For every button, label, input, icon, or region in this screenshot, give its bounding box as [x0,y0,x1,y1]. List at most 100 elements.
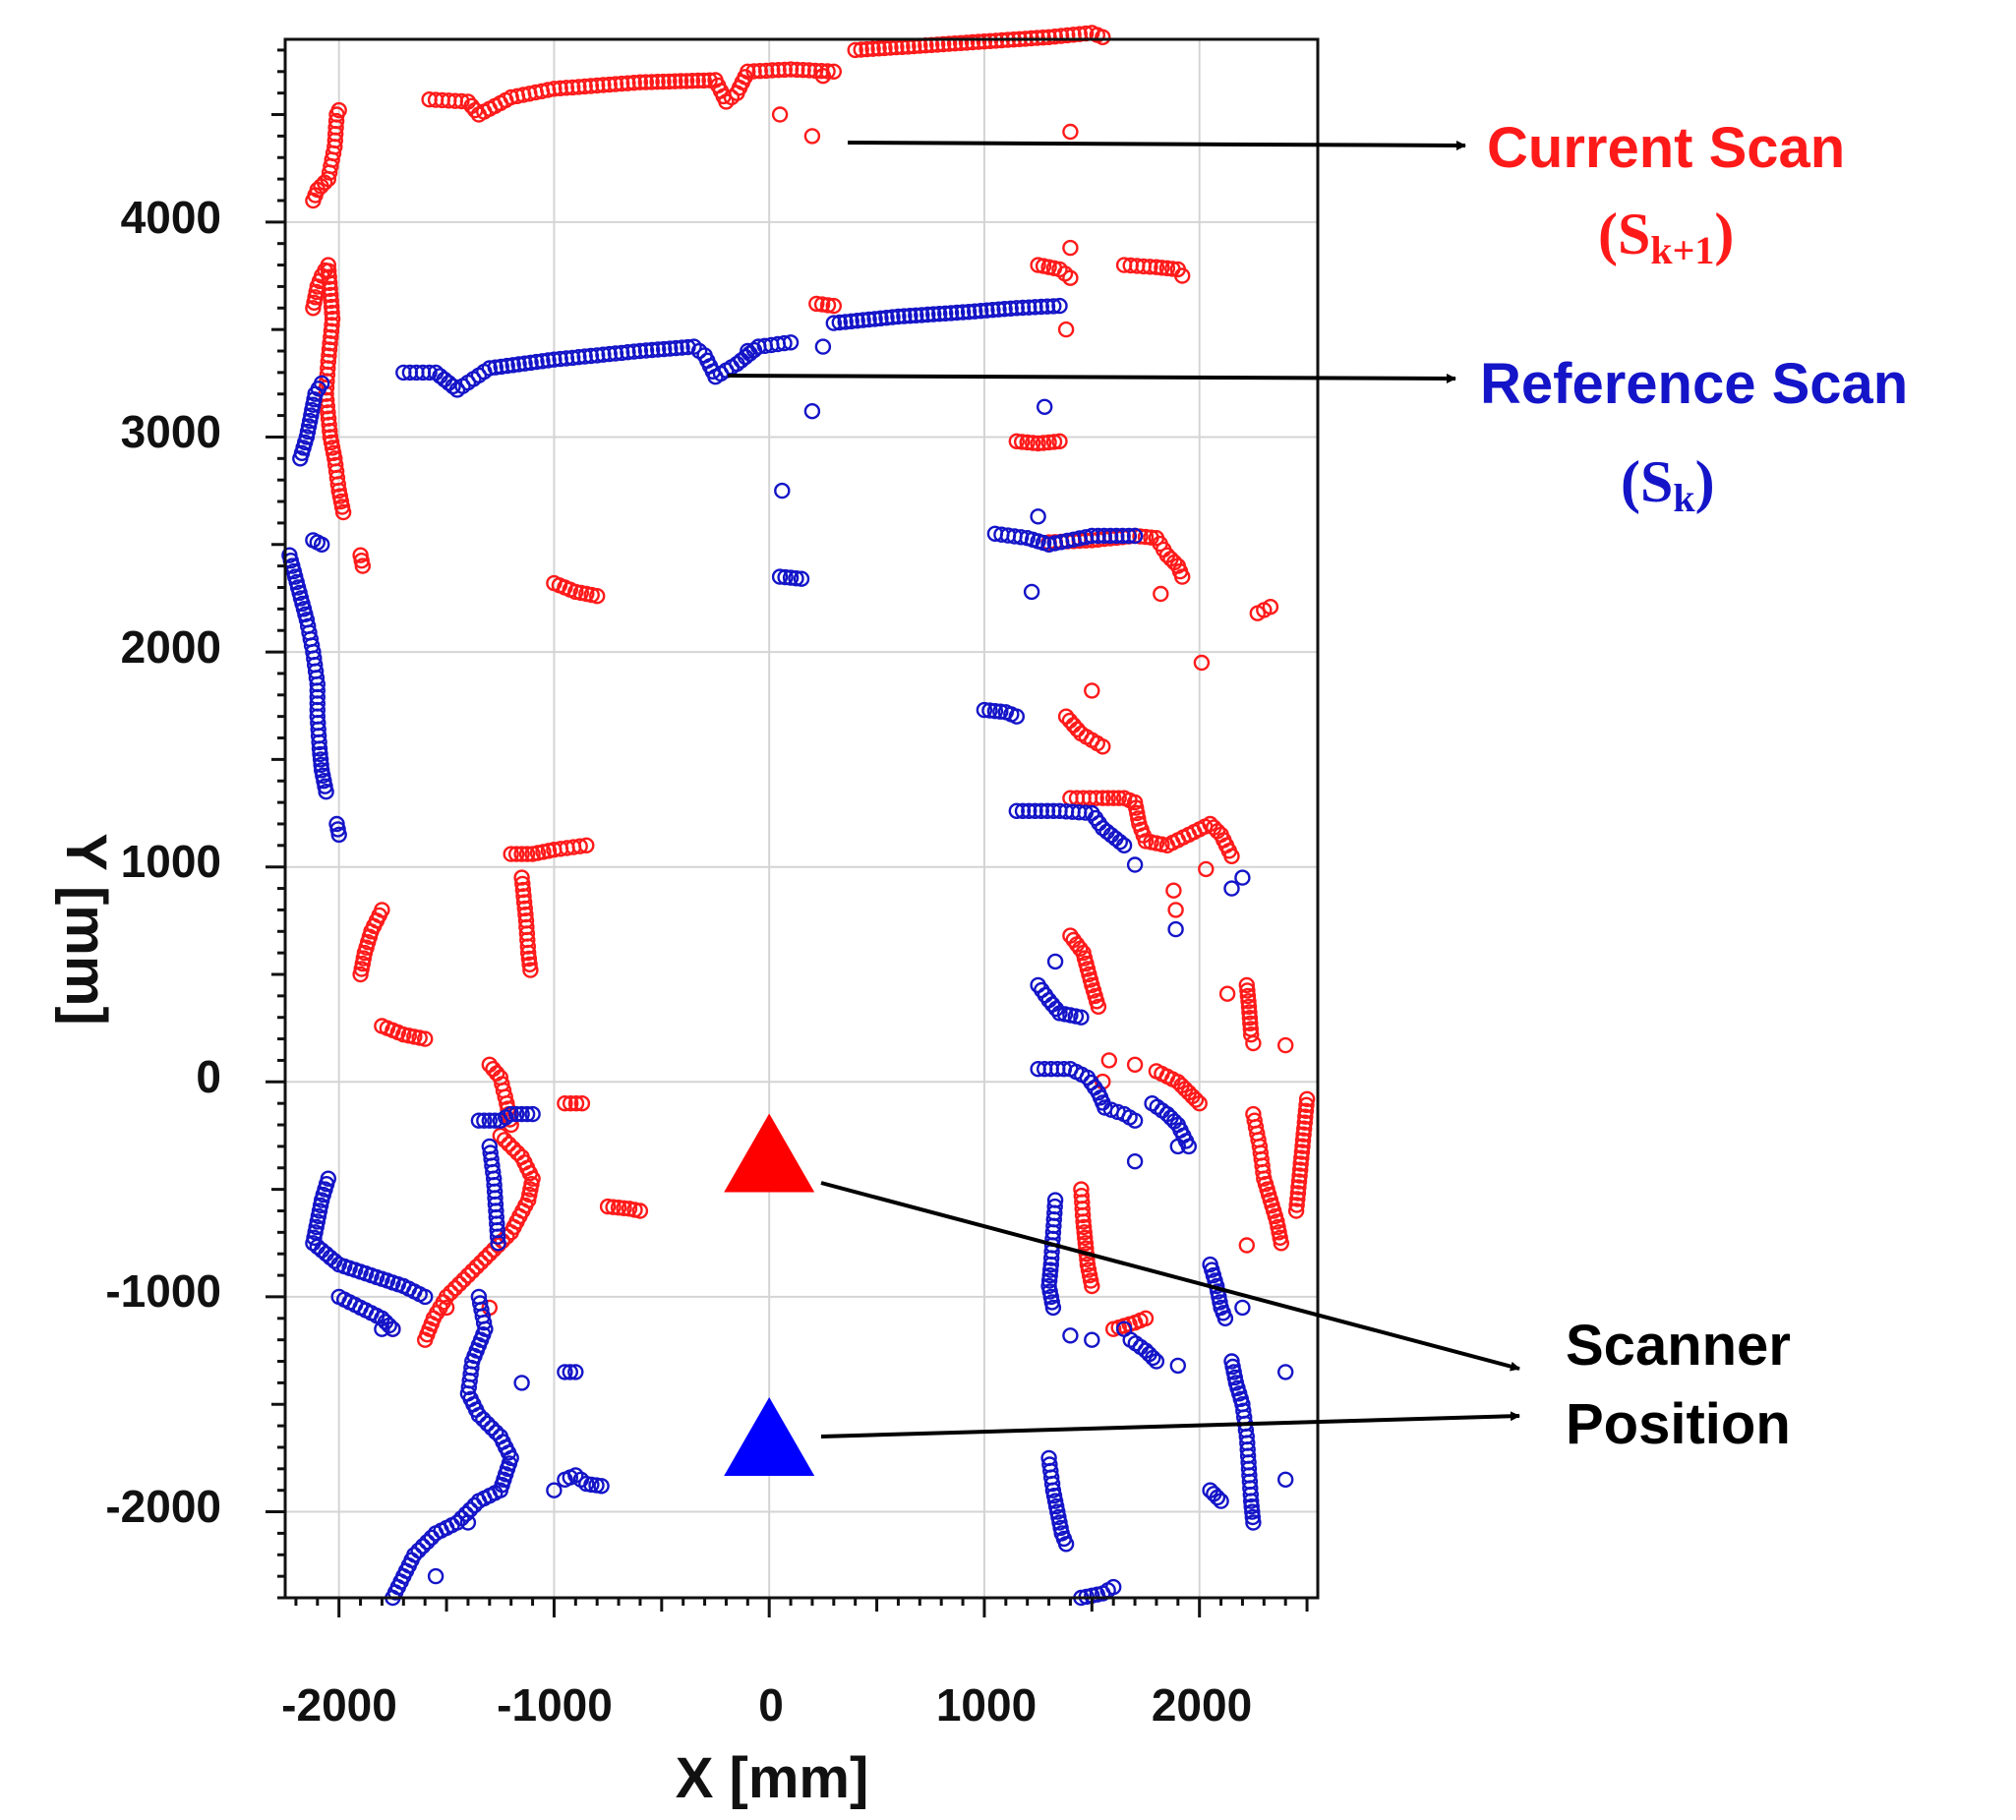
reference-scan-point [1120,527,1138,545]
current-scan-point [964,33,981,51]
reference-scan-point [312,751,329,768]
reference-scan-point [595,346,612,363]
current-scan-point [620,75,636,91]
current-scan-point [1245,1034,1262,1052]
reference-scan-point [1242,1486,1260,1503]
reference-scan-point [1030,508,1046,525]
reference-scan-point [1021,802,1038,819]
current-scan-point [1298,1096,1315,1114]
current-scan-symbol: (Sk+1) [1598,202,1734,272]
reference-scan-point [459,1514,477,1531]
current-scan-point [513,869,530,886]
current-scan-point [667,73,683,89]
current-scan-point [320,404,336,421]
current-scan-point [1273,1235,1290,1252]
reference-scan-point [814,338,832,355]
reference-scan-point [470,1406,488,1424]
current-scan-point [438,1299,455,1317]
current-scan-point [776,61,793,79]
current-scan-point [1238,976,1256,994]
current-scan-point [1290,1173,1308,1190]
reference-scan-point [1104,1578,1122,1596]
current-scan-point [771,106,789,123]
current-scan-point [563,1094,579,1112]
reference-scan-point [1244,1508,1262,1526]
reference-scan-point [1008,300,1026,317]
current-scan-point [940,35,958,52]
reference-scan-point [1169,1138,1187,1155]
reference-scan-point [445,378,461,395]
current-scan-point [859,40,875,58]
current-scan-point [567,1094,585,1112]
current-scan-point [1287,1203,1305,1219]
annotation-scanner-position: Scanner Position [1566,1314,1791,1456]
reference-scan-point [311,734,327,751]
current-scan-point [1148,259,1165,275]
reference-scan-point [1111,834,1129,851]
reference-scan-point [1038,298,1056,315]
reference-scan-point [1062,1327,1079,1344]
current-scan-point [825,297,842,315]
reference-scan-point [528,353,545,371]
current-scan-point [323,328,339,346]
current-scan-point [751,62,768,80]
current-scan-point [946,35,964,52]
current-scan-point [322,274,338,291]
current-scan-point [643,74,660,90]
current-scan-point [514,881,532,899]
current-scan-point [455,1271,472,1288]
current-scan-point [1104,790,1122,806]
reference-scan-point [487,359,504,376]
current-scan-point [417,1331,434,1348]
current-scan-point [1295,1120,1313,1137]
reference-scan-point [896,308,913,324]
current-scan-point [1295,1126,1312,1143]
reference-scan-point [1244,1503,1261,1520]
current-scan-point [472,1254,490,1271]
current-scan-series [305,25,1316,1348]
reference-scan-point [884,309,901,325]
y-axis-title: Y [mm] [54,833,118,1026]
reference-scan-point [427,1567,445,1585]
reference-scan-point [311,740,328,757]
reference-scan-point [960,304,978,321]
current-scan-point [929,36,946,53]
reference-scan-point [546,1482,563,1498]
current-scan-point [589,588,606,605]
current-scan-point [518,846,536,862]
reference-scanner-position-triangle [724,1397,815,1477]
current-scan-point [1072,940,1089,957]
current-scan-point [481,1245,498,1262]
reference-scan-point [1012,529,1030,546]
current-scan-point [320,257,336,273]
current-scan-point [1077,1235,1095,1252]
current-scan-point [329,476,346,493]
reference-scan-point [650,341,667,358]
reference-scan-point [475,1314,493,1331]
current-scan-point [504,1140,522,1157]
current-scan-point [1088,790,1104,806]
current-scan-point [322,280,338,297]
current-scan-point [1294,1132,1312,1148]
reference-scan-point [490,1235,506,1252]
current-scan-point [1240,998,1258,1015]
current-scan-point [1071,26,1089,42]
current-scan-point [631,1203,649,1219]
current-scan-point [1242,1015,1259,1032]
reference-scan-point [1115,837,1133,853]
reference-scan-point [1115,1321,1133,1337]
current-scan-point [770,61,787,79]
scanner-position-arrow-reference [820,1411,1520,1438]
reference-scan-point [516,355,533,372]
reference-scan-point [601,345,618,363]
reference-scan-point [774,482,791,499]
reference-scan-point [513,1105,530,1123]
current-scan-point [1099,790,1116,806]
current-scan-point [1095,790,1111,806]
reference-scan-point [470,1112,488,1129]
y-tick-label: 3000 [121,406,221,457]
current-scan-point [601,76,618,93]
current-scan-point [1241,1004,1258,1021]
current-scan-point [330,101,347,119]
reference-scan-point [1234,869,1251,886]
